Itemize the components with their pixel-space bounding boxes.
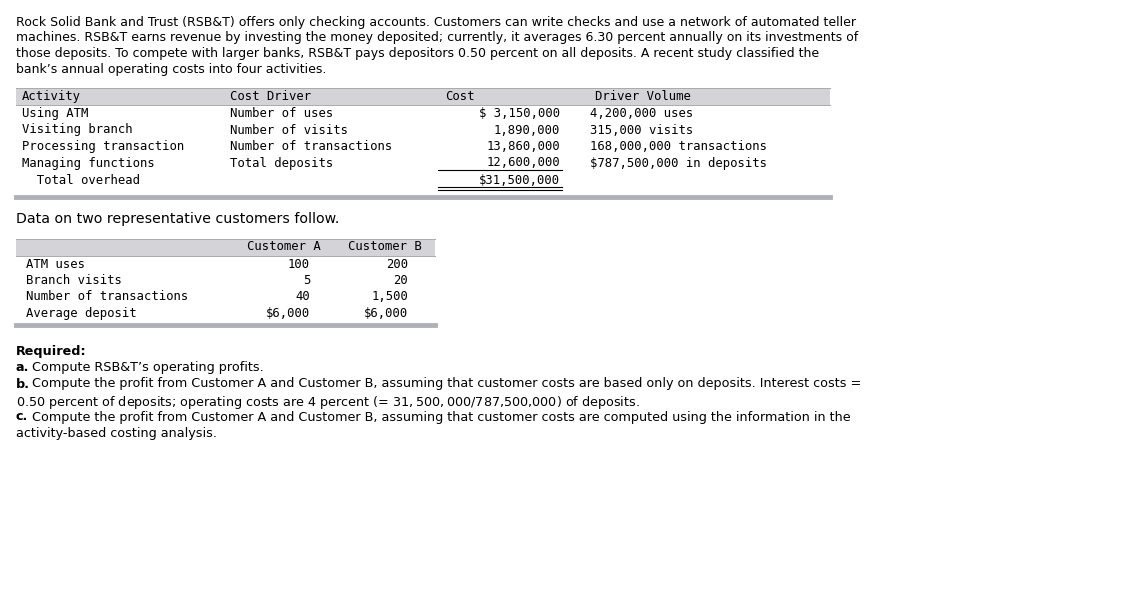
Text: those deposits. To compete with larger banks, RSB&T pays depositors 0.50 percent: those deposits. To compete with larger b… [16,47,819,60]
Text: $ 3,150,000: $ 3,150,000 [479,107,560,120]
Text: Required:: Required: [16,344,87,358]
Text: Average deposit: Average deposit [26,307,136,320]
Text: 0.50 percent of deposits; operating costs are 4 percent (= $31,500,000/$787,500,: 0.50 percent of deposits; operating cost… [16,394,640,411]
Text: Cost Driver: Cost Driver [230,90,311,103]
Text: 315,000 visits: 315,000 visits [591,123,693,136]
Text: Customer B: Customer B [348,240,421,254]
Text: Using ATM: Using ATM [23,107,88,120]
Text: Number of transactions: Number of transactions [230,140,392,153]
Text: Managing functions: Managing functions [23,156,154,169]
Text: 200: 200 [385,257,408,270]
Text: Rock Solid Bank and Trust (RSB&T) offers only checking accounts. Customers can w: Rock Solid Bank and Trust (RSB&T) offers… [16,16,857,29]
Text: 168,000,000 transactions: 168,000,000 transactions [591,140,767,153]
Text: Total deposits: Total deposits [230,156,334,169]
Text: 5: 5 [303,274,310,287]
Text: $6,000: $6,000 [364,307,408,320]
Text: 12,600,000: 12,600,000 [486,156,560,169]
Text: Compute the profit from Customer A and Customer B, assuming that customer costs : Compute the profit from Customer A and C… [28,377,861,391]
Text: Driver Volume: Driver Volume [595,90,691,103]
Text: Customer A: Customer A [247,240,321,254]
Text: $787,500,000 in deposits: $787,500,000 in deposits [591,156,767,169]
Text: Activity: Activity [23,90,81,103]
Bar [16,239,435,255]
Text: Branch visits: Branch visits [26,274,122,287]
Text: Compute the profit from Customer A and Customer B, assuming that customer costs : Compute the profit from Customer A and C… [28,410,851,424]
Text: Number of transactions: Number of transactions [26,290,188,304]
Text: $6,000: $6,000 [266,307,310,320]
Text: Number of uses: Number of uses [230,107,334,120]
Text: 100: 100 [287,257,310,270]
Text: 13,860,000: 13,860,000 [486,140,560,153]
Text: $31,500,000: $31,500,000 [479,174,560,187]
Text: 1,890,000: 1,890,000 [494,123,560,136]
Text: Cost: Cost [445,90,474,103]
Text: Data on two representative customers follow.: Data on two representative customers fol… [16,213,339,227]
Text: 40: 40 [295,290,310,304]
Text: activity-based costing analysis.: activity-based costing analysis. [16,427,218,440]
Text: 20: 20 [393,274,408,287]
Text: Total overhead: Total overhead [23,174,140,187]
Bar [16,88,829,105]
Text: Compute RSB&T’s operating profits.: Compute RSB&T’s operating profits. [28,361,264,374]
Text: 1,500: 1,500 [371,290,408,304]
Text: Number of visits: Number of visits [230,123,348,136]
Text: Processing transaction: Processing transaction [23,140,184,153]
Text: 4,200,000 uses: 4,200,000 uses [591,107,693,120]
Text: Visiting branch: Visiting branch [23,123,133,136]
Text: b.: b. [16,377,30,391]
Text: a.: a. [16,361,29,374]
Text: c.: c. [16,410,28,424]
Text: machines. RSB&T earns revenue by investing the money deposited; currently, it av: machines. RSB&T earns revenue by investi… [16,31,859,44]
Text: bank’s annual operating costs into four activities.: bank’s annual operating costs into four … [16,63,327,76]
Text: ATM uses: ATM uses [26,257,85,270]
